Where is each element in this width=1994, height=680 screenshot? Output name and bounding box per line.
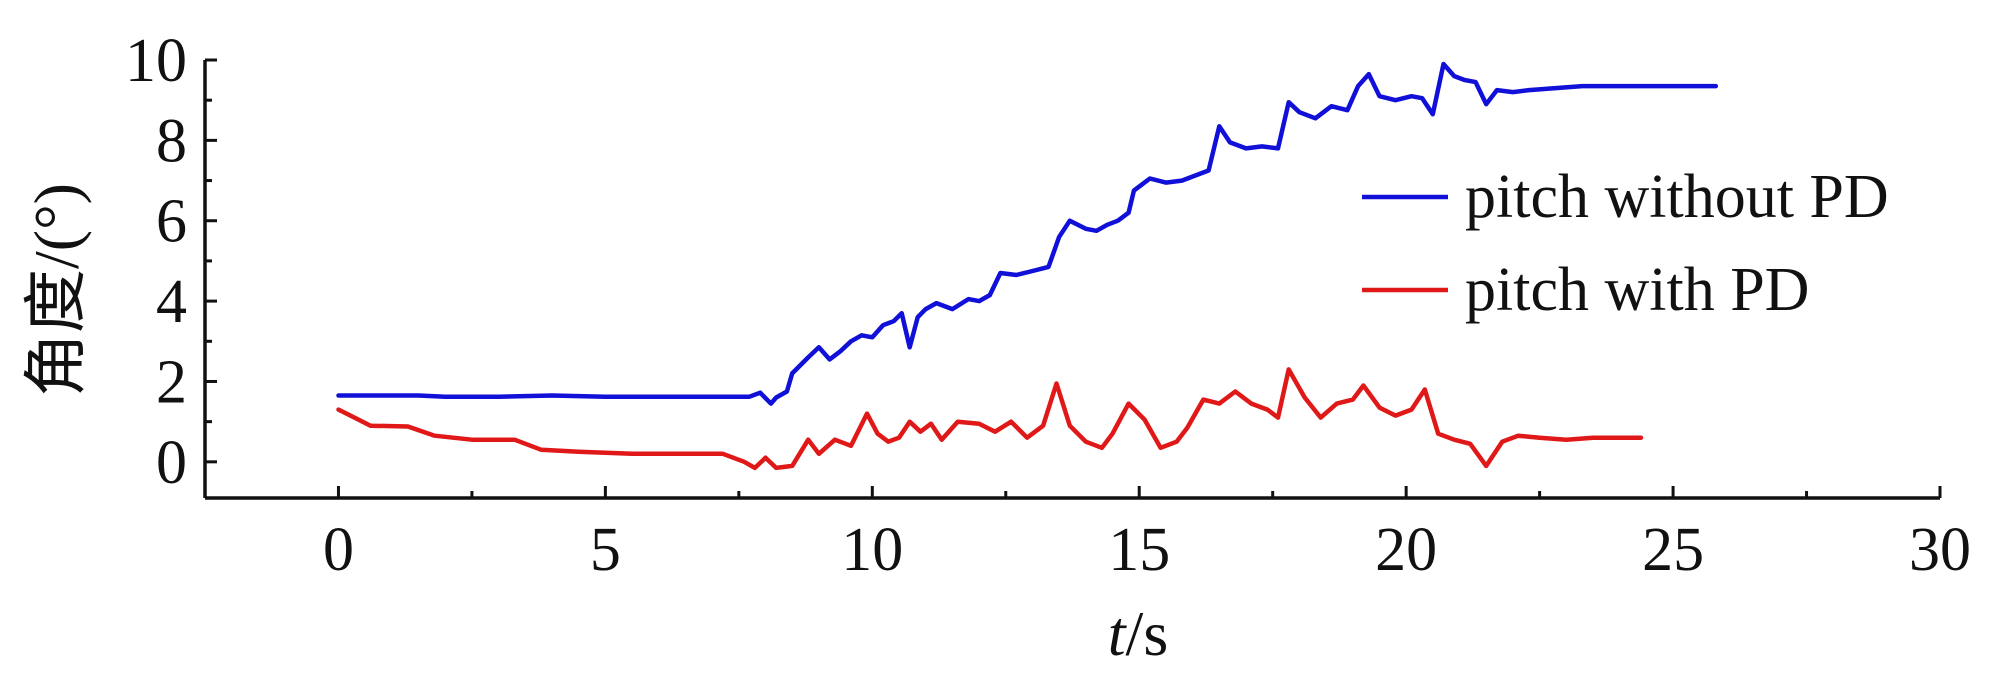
y-tick-label: 10 [125,27,187,95]
y-tick-label: 8 [156,107,187,175]
y-tick-label: 0 [156,429,187,497]
legend: pitch without PD pitch with PD [1362,163,1889,324]
x-tick-label: 20 [1375,516,1437,584]
x-tick-label: 5 [590,516,621,584]
y-axis-title: 角度/(°) [21,183,92,397]
axis-titles: t/s 角度/(°) [21,183,1168,669]
series-layer [336,61,1719,471]
x-tick-label: 10 [841,516,903,584]
x-tick-label: 0 [323,516,354,584]
x-axis-title-variable: t [1108,598,1128,669]
series-line-pitch-without-pd [336,61,1719,406]
x-tick-label: 15 [1108,516,1170,584]
y-tick-label: 2 [156,348,187,416]
x-axis-title-unit: /s [1126,598,1169,669]
legend-label-pitch-with-pd: pitch with PD [1465,256,1809,324]
y-tick-label: 6 [156,188,187,256]
tick-labels: 0 5 10 15 20 25 30 0 2 4 6 8 10 [125,27,1971,584]
x-tick-label: 30 [1909,516,1971,584]
y-tick-label: 4 [156,268,187,336]
x-axis-title: t/s [1108,598,1168,669]
axes [203,58,1942,500]
x-tick-label: 25 [1642,516,1704,584]
legend-label-pitch-without-pd: pitch without PD [1465,163,1889,231]
series-line-pitch-with-pd [336,367,1644,471]
